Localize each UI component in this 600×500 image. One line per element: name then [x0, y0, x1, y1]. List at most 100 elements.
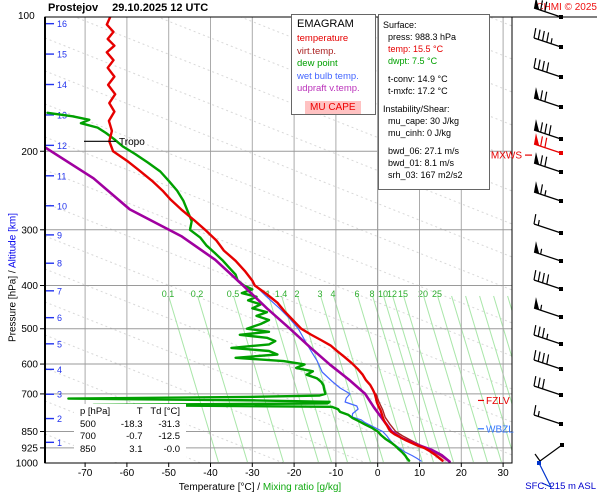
- table-row: 850 3.1 -0.0: [80, 443, 180, 455]
- station-name: Prostejov: [48, 2, 99, 14]
- altitude-tick-label: 2: [57, 414, 62, 424]
- wind-barb: [533, 241, 563, 263]
- mixing-ratio-label: 20: [418, 289, 428, 299]
- bwd-06: bwd_06: 27.1 m/s: [388, 146, 460, 156]
- mixing-ratio-label: 2: [294, 289, 299, 299]
- altitude-tick-label: 14: [57, 80, 67, 90]
- legend-item-wet-bulb: wet bulb temp.: [297, 70, 359, 82]
- wind-barb: [534, 443, 564, 462]
- mixing-ratio-label: 0.1: [162, 289, 175, 299]
- page-title: Prostejov 29.10.2025 12 UTC: [48, 2, 208, 14]
- legend-item-dew-point: dew point: [297, 58, 338, 69]
- altitude-tick-label: 15: [57, 50, 67, 60]
- copyright-text: CHMI © 2025: [536, 2, 597, 13]
- altitude-tick-label: 7: [57, 286, 62, 296]
- mu-cinh: mu_cinh: 0 J/kg: [388, 128, 452, 138]
- legend-title: EMAGRAM: [297, 18, 354, 30]
- wind-barb: [533, 28, 563, 49]
- legend-item-temperature: temperature: [297, 33, 349, 44]
- mixing-ratio-label: 25: [432, 289, 442, 299]
- x-tick-label: -30: [245, 468, 260, 479]
- mixing-ratio-label: 10: [378, 289, 388, 299]
- altitude-axis-label: Altitude [km]: [7, 213, 19, 269]
- table-header-t: T: [136, 406, 143, 417]
- x-tick-label: -40: [203, 468, 218, 479]
- t-conv: t-conv: 14.9 °C: [388, 74, 448, 84]
- x-tick-label: -60: [120, 468, 135, 479]
- altitude-tick-label: 3: [57, 390, 62, 400]
- pressure-tick-label: 500: [21, 324, 38, 335]
- mixing-ratio-lines: [168, 295, 512, 463]
- level-data-table: p [hPa] T Td [°C] 500 -18.3 -31.3 700 -0…: [74, 404, 186, 462]
- pressure-tick-label: 850: [21, 427, 38, 438]
- bwd-01: bwd_01: 8.1 m/s: [388, 158, 455, 168]
- pressure-tick-label: 200: [21, 147, 38, 158]
- instability-heading: Instability/Shear:: [383, 104, 450, 114]
- surface-info-panel: Surface: press: 988.3 hPa temp: 15.5 °C …: [378, 14, 490, 190]
- altitude-tick-label: 1: [57, 438, 62, 448]
- pressure-tick-label: 700: [21, 389, 38, 400]
- surface-heading: Surface:: [383, 20, 417, 30]
- wind-barb: [533, 133, 563, 155]
- wind-barb: [533, 376, 563, 397]
- wind-barb-column: [533, 0, 564, 488]
- sounding-datetime: 29.10.2025 12 UTC: [112, 2, 209, 14]
- mixing-ratio-label: 0.2: [191, 289, 204, 299]
- altitude-tick-label: 5: [57, 339, 62, 349]
- wind-barb: [533, 270, 563, 291]
- wind-barb: [533, 119, 563, 141]
- mu-cape-badge: MU CAPE: [305, 100, 361, 114]
- wind-barb: [533, 87, 563, 109]
- pressure-tick-label: 600: [21, 360, 38, 371]
- x-tick-label: -50: [161, 468, 176, 479]
- wind-barb: [533, 350, 563, 371]
- table-row: 500 -18.3 -31.3: [80, 418, 180, 430]
- pressure-tick-label: 300: [21, 225, 38, 236]
- pressure-tick-label: 400: [21, 281, 38, 292]
- pressure-tick-label: 925: [21, 443, 38, 454]
- pressure-tick-label: 1000: [16, 459, 39, 470]
- fzlv-label: FZLV: [486, 396, 510, 407]
- altitude-tick-label: 12: [57, 141, 67, 151]
- mixing-ratio-label: 1.4: [275, 289, 288, 299]
- curve-dew-point: [46, 111, 411, 462]
- wbzl-label: WBZL: [486, 424, 514, 435]
- x-tick-label: -10: [329, 468, 344, 479]
- mixing-ratio-label: 8: [369, 289, 374, 299]
- table-header-p: p [hPa]: [80, 406, 111, 417]
- altitude-tick-label: 4: [57, 365, 62, 375]
- y-axis-label: Pressure [hPa] / Altitude [km]: [7, 213, 19, 342]
- mu-cape: mu_cape: 30 J/kg: [388, 116, 460, 126]
- wind-barb: [533, 181, 563, 203]
- altitude-tick-label: 16: [57, 19, 67, 29]
- t-mxfc: t-mxfc: 17.2 °C: [388, 86, 448, 96]
- altitude-tick-label: 9: [57, 230, 62, 240]
- pressure-top-label: 100: [18, 11, 35, 22]
- wind-barb: [533, 214, 563, 235]
- mixing-ratio-label: 15: [398, 289, 408, 299]
- x-tick-label: 10: [414, 468, 426, 479]
- mxws-label: MXWS: [491, 151, 522, 162]
- surface-press: press: 988.3 hPa: [388, 32, 457, 42]
- mixing-ratio-label: 6: [354, 289, 359, 299]
- x-tick-label: 0: [375, 468, 381, 479]
- altitude-tick-label: 10: [57, 201, 67, 211]
- altitude-tick-label: 6: [57, 313, 62, 323]
- altitude-tick-label: 8: [57, 259, 62, 269]
- x-tick-label: 30: [498, 468, 510, 479]
- wind-barb: [533, 405, 563, 426]
- surface-dwpt: dwpt: 7.5 °C: [388, 56, 438, 66]
- wind-barb: [533, 58, 563, 79]
- srh-03: srh_03: 167 m2/s2: [388, 170, 463, 180]
- wind-barb: [533, 152, 563, 174]
- level-annotations: Tropo MXWS FZLV WBZL: [84, 137, 532, 435]
- altitude-tick-label: 11: [57, 171, 66, 181]
- mixing-ratio-label: 0.5: [227, 289, 240, 299]
- wind-barb: [533, 0, 563, 19]
- wind-barb: [533, 297, 563, 319]
